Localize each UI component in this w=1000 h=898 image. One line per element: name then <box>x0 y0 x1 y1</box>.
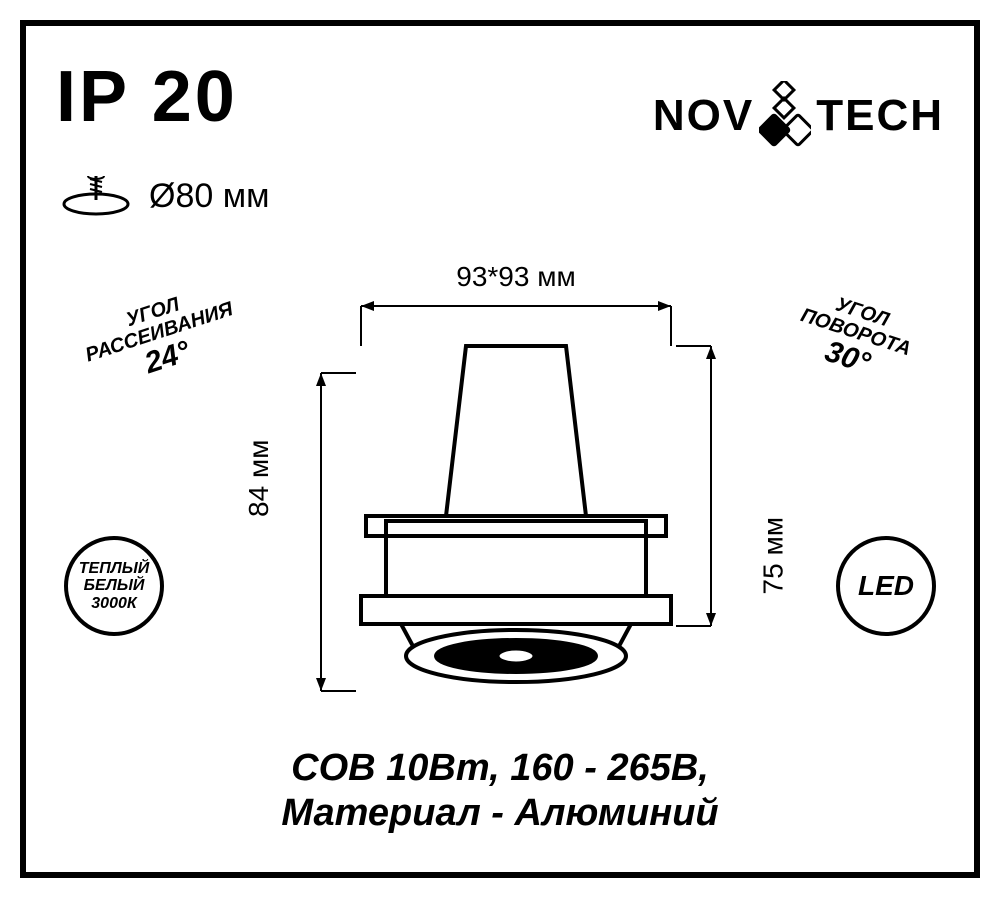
led-badge: LED <box>836 536 936 636</box>
cutout-hole-icon <box>61 176 131 216</box>
spec-frame: IP 20 NOV TECH Ø80 мм УГОЛ РАССЕИВАНИЯ 2… <box>20 20 980 878</box>
ip-rating: IP 20 <box>56 56 238 138</box>
beam-angle-label: УГОЛ РАССЕИВАНИЯ 24° <box>55 272 268 404</box>
footer-l2: Материал - Алюминий <box>26 791 974 837</box>
badge-left-l3: 3000К <box>79 595 149 613</box>
fixture-drawing <box>266 261 766 701</box>
color-temp-badge: ТЕПЛЫЙ БЕЛЫЙ 3000К <box>64 536 164 636</box>
brand-logo: NOV TECH <box>653 81 944 151</box>
product-diagram: 93*93 мм 84 мм 75 мм <box>266 261 766 701</box>
dim-right: 75 мм <box>757 517 789 594</box>
brand-logo-icon <box>759 81 811 151</box>
brand-text-right: TECH <box>816 91 944 141</box>
turn-angle-label: УГОЛ ПОВОРОТА 30° <box>757 275 951 401</box>
badge-right-text: LED <box>858 570 914 602</box>
dim-top: 93*93 мм <box>456 261 575 293</box>
badge-left-l2: БЕЛЫЙ <box>79 577 149 595</box>
cutout-diameter: Ø80 мм <box>149 177 269 216</box>
badge-left-l1: ТЕПЛЫЙ <box>79 560 149 578</box>
footer-l1: COB 10Вт, 160 - 265В, <box>26 746 974 792</box>
dim-left: 84 мм <box>243 440 275 517</box>
cutout-spec: Ø80 мм <box>61 176 269 216</box>
brand-text-left: NOV <box>653 91 754 141</box>
footer-specs: COB 10Вт, 160 - 265В, Материал - Алюмини… <box>26 746 974 837</box>
